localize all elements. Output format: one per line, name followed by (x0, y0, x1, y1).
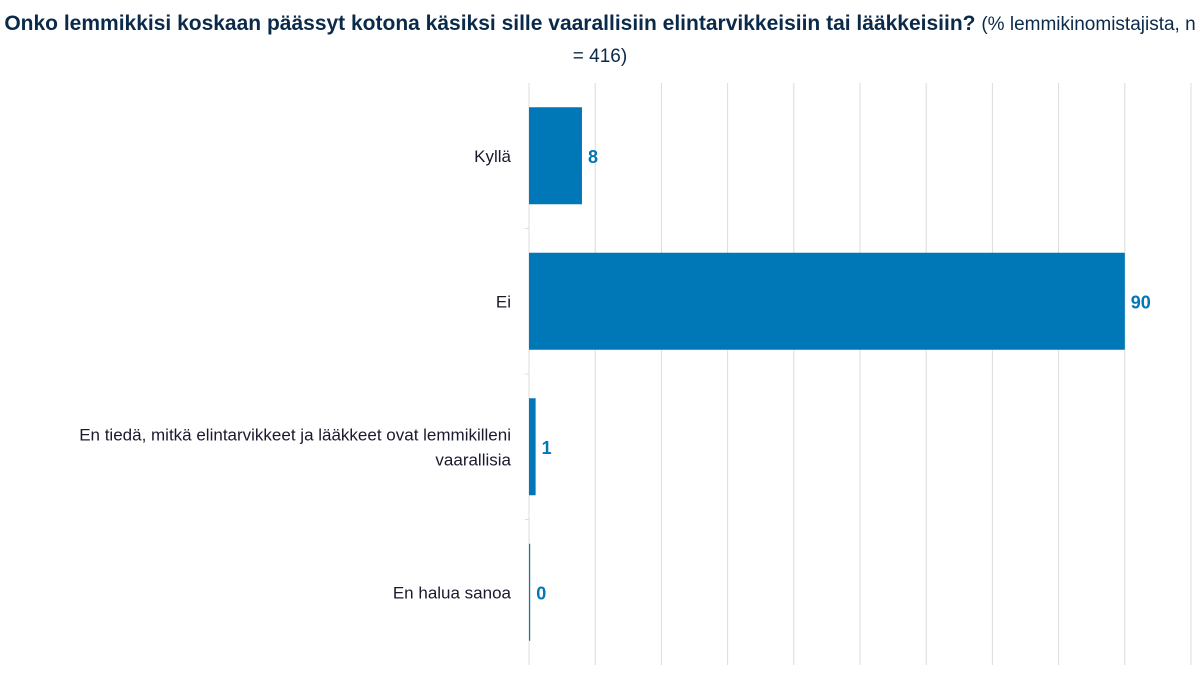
data-label: 1 (542, 438, 552, 458)
bar (529, 398, 536, 496)
category-labels: Kyllä Ei En tiedä, mitkä elintarvikkeet ja… (79, 147, 511, 603)
bar (529, 107, 582, 205)
data-label: 8 (588, 147, 598, 167)
chart-title-block: Onko lemmikkisi koskaan päässyt kotona k… (0, 8, 1200, 72)
bar (529, 252, 1125, 350)
chart-title: Onko lemmikkisi koskaan päässyt kotona k… (4, 12, 976, 35)
data-labels: 8 90 1 0 (536, 147, 1151, 604)
bars (529, 107, 1125, 641)
category-label: En tiedä, mitkä elintarvikkeet ja lääkke… (79, 425, 511, 469)
category-label: En halua sanoa (393, 583, 512, 602)
data-label: 0 (536, 583, 546, 603)
gridlines (525, 83, 1192, 665)
bar (529, 543, 531, 641)
chart-subtitle: (% lemmikinomistajista, n = 416) (572, 14, 1196, 67)
data-label: 90 (1131, 292, 1151, 312)
category-label: Kyllä (474, 147, 511, 166)
category-label: Ei (496, 292, 511, 311)
